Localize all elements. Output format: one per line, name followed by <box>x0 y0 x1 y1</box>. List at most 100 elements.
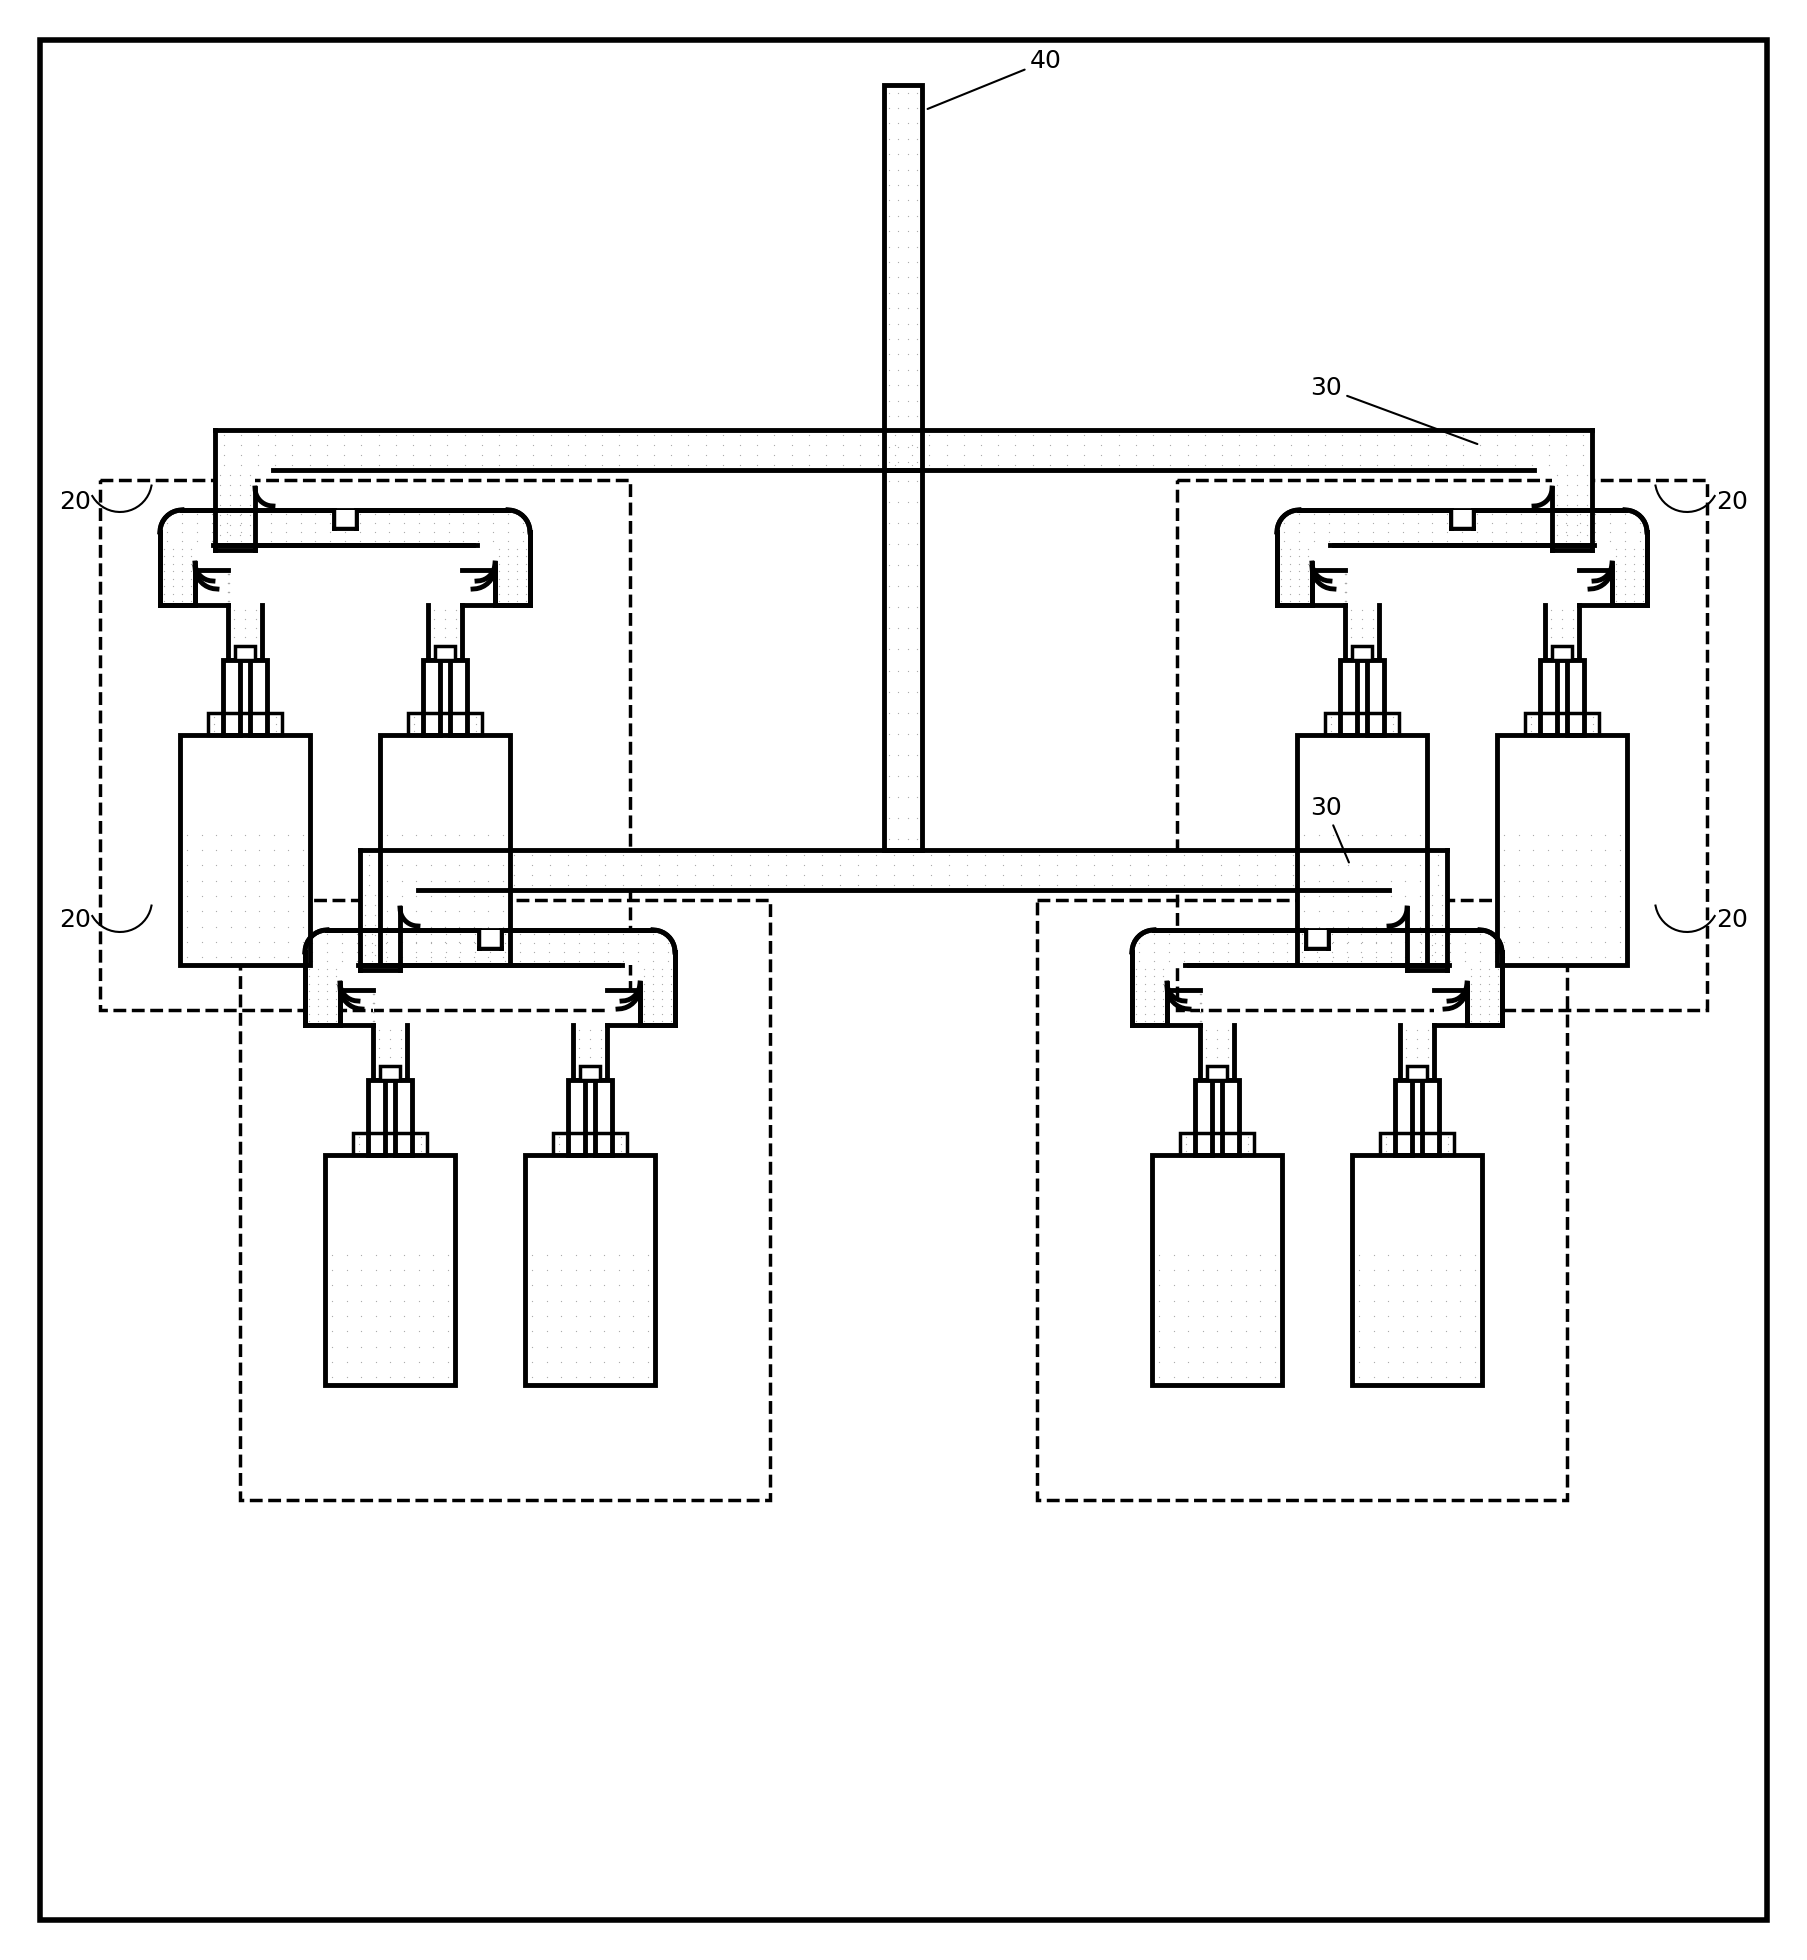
Bar <box>181 735 311 964</box>
Bar <box>1451 510 1473 527</box>
Bar <box>1408 1066 1428 1080</box>
Bar <box>352 1133 426 1154</box>
Bar <box>526 1154 654 1247</box>
Bar <box>1180 1133 1254 1154</box>
Bar <box>1408 890 1447 970</box>
Bar <box>396 1080 412 1154</box>
Bar <box>325 1247 455 1386</box>
Bar <box>1306 929 1328 949</box>
Bar <box>1297 735 1428 964</box>
Bar <box>1545 606 1579 661</box>
Bar <box>428 606 463 661</box>
Bar <box>1567 661 1585 735</box>
Bar <box>1037 900 1567 1499</box>
Bar <box>526 1154 654 1386</box>
Bar <box>884 84 922 470</box>
Bar <box>1131 964 1167 1025</box>
Bar <box>1325 713 1399 735</box>
Text: 20: 20 <box>60 907 90 933</box>
Bar <box>1352 1247 1482 1386</box>
Bar <box>1222 1080 1240 1154</box>
Bar <box>640 964 676 1025</box>
Bar <box>884 84 922 470</box>
Bar <box>423 661 439 735</box>
Bar <box>1352 1154 1482 1247</box>
Bar <box>1176 480 1708 1009</box>
Bar <box>161 510 529 545</box>
Text: 30: 30 <box>1310 376 1478 445</box>
Bar <box>553 1133 627 1154</box>
Bar <box>360 851 1447 890</box>
Bar <box>1341 661 1357 735</box>
Bar <box>884 470 922 851</box>
Text: 40: 40 <box>927 49 1063 110</box>
Bar <box>249 661 267 735</box>
Bar <box>1153 1154 1281 1386</box>
Bar <box>567 1080 585 1154</box>
Bar <box>408 713 482 735</box>
Bar <box>463 570 495 606</box>
Bar <box>1278 545 1312 606</box>
Bar <box>595 1080 613 1154</box>
Bar <box>408 713 482 735</box>
Bar <box>379 827 510 964</box>
Bar <box>1381 1133 1455 1154</box>
Bar <box>1368 661 1384 735</box>
Bar <box>215 429 1592 470</box>
Bar <box>305 929 676 964</box>
Bar <box>1200 1025 1234 1080</box>
Bar <box>1297 827 1428 964</box>
Bar <box>1579 570 1612 606</box>
Bar <box>379 735 510 964</box>
Bar <box>1325 713 1399 735</box>
Bar <box>369 1080 385 1154</box>
Bar <box>607 990 640 1025</box>
Bar <box>334 510 356 527</box>
Bar <box>1525 713 1599 735</box>
Bar <box>379 1066 399 1080</box>
Bar <box>181 735 311 827</box>
Bar <box>526 1247 654 1386</box>
Bar <box>1344 606 1379 661</box>
Bar <box>1496 735 1626 964</box>
Bar <box>1612 545 1646 606</box>
Bar <box>1153 1154 1281 1247</box>
Bar <box>1131 929 1502 964</box>
Bar <box>1297 735 1428 827</box>
Bar <box>1552 647 1572 661</box>
Bar <box>360 890 399 970</box>
Bar <box>325 1154 455 1247</box>
Bar <box>161 545 195 606</box>
Bar <box>222 661 240 735</box>
Bar <box>379 735 510 827</box>
Bar <box>1381 1133 1455 1154</box>
Bar <box>573 1025 607 1080</box>
Bar <box>1278 510 1646 545</box>
Bar <box>325 1154 455 1386</box>
Bar <box>1525 713 1599 735</box>
Bar <box>1194 1080 1212 1154</box>
Bar <box>99 480 631 1009</box>
Bar <box>1496 735 1626 827</box>
Bar <box>181 827 311 964</box>
Text: 20: 20 <box>1717 907 1747 933</box>
Bar <box>884 470 922 851</box>
Bar <box>352 1133 426 1154</box>
Bar <box>553 1133 627 1154</box>
Bar <box>1496 827 1626 964</box>
Bar <box>240 900 770 1499</box>
Bar <box>1352 647 1372 661</box>
Bar <box>228 606 262 661</box>
Text: 20: 20 <box>60 490 90 514</box>
Bar <box>1400 1025 1435 1080</box>
Bar <box>1540 661 1558 735</box>
Bar <box>1435 990 1467 1025</box>
Bar <box>1422 1080 1438 1154</box>
Bar <box>495 545 529 606</box>
Text: 30: 30 <box>1310 796 1348 862</box>
Bar <box>1395 1080 1411 1154</box>
Bar <box>1207 1066 1227 1080</box>
Text: 20: 20 <box>1717 490 1747 514</box>
Bar <box>580 1066 600 1080</box>
Bar <box>235 647 255 661</box>
